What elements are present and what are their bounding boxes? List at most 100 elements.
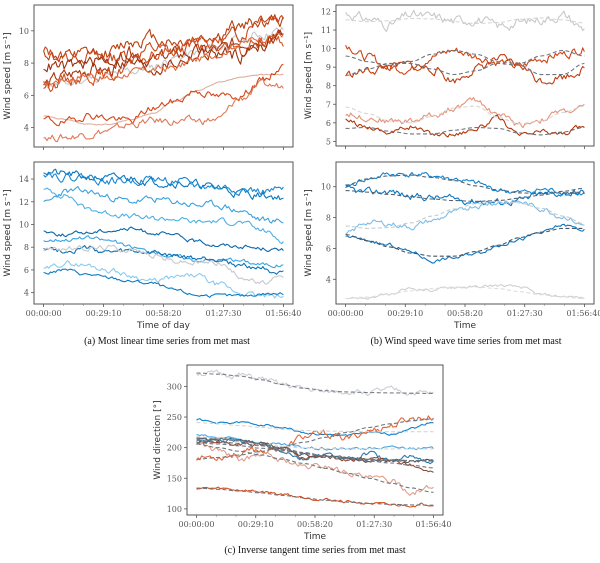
series-line-blue-5 [43,268,284,298]
x-axis-label: Time of day [136,321,191,331]
y-tick-label: 8 [24,59,29,68]
x-tick-label: 00:00:00 [328,309,364,318]
fit-line-lightblue [345,200,585,229]
fit-line-blue-1 [196,422,434,433]
series-line-lightblue [196,434,434,451]
fit-line-gray [196,372,434,395]
series-line-orange-1 [43,14,284,63]
fit-line-blue-2 [345,187,585,202]
fit-line-orange-2 [196,487,434,506]
panel-a-top: 4 6 8 10 Wind speed [m s⁻¹] [3,4,294,150]
series-line-orange-1 [345,44,585,75]
y-tick-label: 14 [19,175,29,184]
panel-b-bottom: 4 6 8 10 00:00:00 00:29:10 00:58:20 01:27:30 01:… [304,161,600,331]
y-tick-label: 10 [321,45,331,54]
caption-b: (b) Wind speed wave time series from met… [370,336,561,347]
y-tick-label: 300 [167,382,182,391]
y-tick-label: 10 [19,220,29,229]
x-axis-label: Time [453,321,476,331]
y-tick-label: 9 [326,63,331,72]
y-tick-label: 8 [24,243,29,252]
fit-line-orange-1 [196,418,434,460]
x-axis-label: Time [303,532,326,542]
fit-line-salmon [196,443,434,493]
x-tick-label: 00:58:20 [297,520,333,529]
plot-area [345,171,585,300]
y-tick-label: 6 [24,91,29,100]
axes-frame [335,4,595,147]
y-tick-label: 12 [19,198,29,207]
panel-c: 100 150 200 250 300 00:00:00 00:29:10 00:58:20 0… [153,364,452,542]
series-line-gray [196,369,434,397]
y-tick-label: 12 [321,7,331,16]
fit-line-orange-1 [345,49,585,66]
y-tick-label: 200 [167,444,182,453]
series-line-orange-5 [43,29,284,76]
y-tick-label: 7 [326,100,331,109]
plot-area [196,369,434,508]
fit-line-gray [345,17,585,25]
y-tick-label: 8 [326,214,331,223]
series-line-salmon [345,96,585,129]
plot-area [43,14,284,143]
series-line-orange-3 [43,29,284,87]
y-tick-label: 150 [167,474,182,483]
x-tick-label: 01:56:40 [416,520,452,529]
y-tick-label: 100 [167,505,182,514]
panel-b-top: 5 6 7 8 9 10 11 12 Wind speed [m s⁻¹] [304,4,595,149]
y-tick-label: 10 [19,27,29,36]
series-line-blue-2 [345,185,585,207]
fit-line-blue-1 [345,174,585,195]
series-line-blue-4 [43,244,284,275]
series-line-blue-1 [43,168,284,201]
x-tick-label: 00:29:10 [387,309,423,318]
y-axis-label: Wind speed [m s⁻¹] [3,189,13,276]
y-axis-label: Wind speed [m s⁻¹] [3,32,13,119]
y-tick-label: 4 [24,124,29,133]
series-line-blue-3 [345,223,585,264]
y-tick-label: 4 [24,289,29,298]
fit-line-orange-3 [345,126,585,136]
y-axis-label: Wind direction [°] [153,400,163,479]
plot-area [345,9,585,138]
y-tick-label: 6 [24,266,29,275]
fit-line-salmon [345,105,585,125]
series-line-orange-2 [43,14,284,65]
x-tick-label: 01:56:40 [265,309,301,318]
caption-a: (a) Most linear time series from met mas… [84,336,250,347]
series-line-orange-low-1 [43,63,284,127]
fit-line-orange-2 [345,62,585,77]
y-tick-label: 6 [326,119,331,128]
series-line-blue-3 [43,226,284,253]
x-tick-label: 00:29:10 [238,520,274,529]
series-line-lightblue-2 [43,187,284,245]
series-line-salmon [196,442,434,496]
y-tick-label: 8 [326,82,331,91]
y-axis-label: Wind speed [m s⁻¹] [304,32,314,119]
series-line-orange-3 [345,114,585,138]
caption-c: (c) Inverse tangent time series from met… [224,545,406,556]
y-tick-label: 5 [326,137,331,146]
x-tick-label: 00:58:20 [146,309,182,318]
x-tick-label: 01:27:30 [356,520,392,529]
series-line-gray [43,244,284,285]
series-line-orange-2 [345,53,585,85]
y-tick-label: 10 [321,183,331,192]
fit-line-brown [196,442,434,469]
series-line-gray [43,27,284,89]
x-tick-label: 00:58:20 [447,309,483,318]
y-tick-label: 11 [321,26,331,35]
x-tick-label: 00:00:00 [26,309,62,318]
x-tick-label: 00:00:00 [179,520,215,529]
fit-line-gray [345,286,585,300]
axes-frame [335,161,595,305]
x-tick-label: 00:29:10 [86,309,122,318]
axes-frame [33,4,294,148]
panel-a-bottom: 4 6 8 10 12 14 00:00:00 00:29:10 00:58:20 01:27:3… [3,161,301,331]
series-line-blue-2 [43,172,284,197]
y-tick-label: 6 [326,244,331,253]
series-line-lightblue [345,199,585,235]
series-line-salmon-smooth [43,73,284,126]
x-tick-label: 01:27:30 [205,309,241,318]
series-line-orange-6 [43,32,284,86]
